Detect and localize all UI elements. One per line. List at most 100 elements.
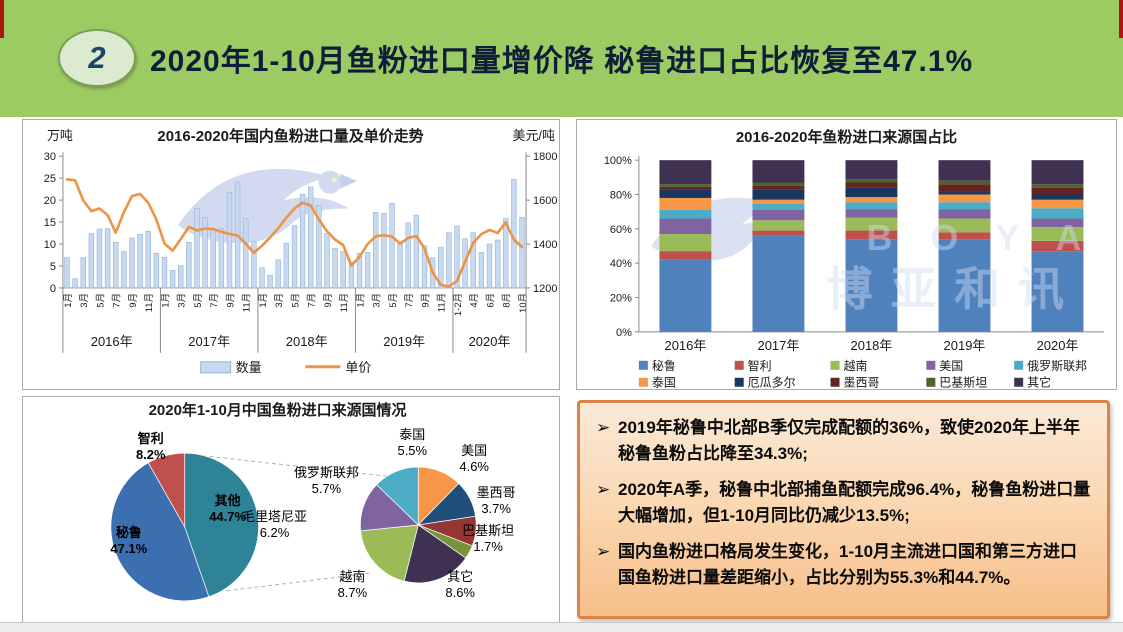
svg-text:俄罗斯联邦: 俄罗斯联邦 bbox=[294, 465, 359, 480]
bullet-arrow-icon: ➢ bbox=[596, 480, 611, 499]
svg-text:44.7%: 44.7% bbox=[209, 509, 246, 524]
chart1-quantity-bars bbox=[64, 179, 525, 289]
note-bullet-1: ➢ 2019年秘鲁中北部B季仅完成配额的36%，致使2020年上半年秘鲁鱼粉占比… bbox=[596, 415, 1093, 466]
bird-watermark bbox=[177, 168, 358, 244]
chart2-category-label: 2018年 bbox=[851, 338, 893, 353]
chart1-month-label: 11月 bbox=[339, 293, 350, 312]
chart2-legend-item: 厄瓜多尔 bbox=[734, 375, 796, 389]
note-bullet-3: ➢ 国内鱼粉进口格局发生变化，1-10月主流进口国和第三方进口国鱼粉进口量差距缩… bbox=[596, 539, 1093, 590]
note-text-2: 2020年A季，秘鲁中北部捕鱼配额完成96.4%，秘鲁鱼粉进口量大幅增加，但1-… bbox=[618, 480, 1091, 525]
chart2-ytick: 80% bbox=[610, 190, 632, 202]
note-text-3: 国内鱼粉进口格局发生变化，1-10月主流进口国和第三方进口国鱼粉进口量差距缩小，… bbox=[618, 542, 1078, 587]
svg-text:美国: 美国 bbox=[461, 443, 487, 458]
svg-text:智利: 智利 bbox=[748, 358, 772, 373]
svg-text:5.7%: 5.7% bbox=[312, 481, 342, 496]
chart2-ytick: 20% bbox=[610, 293, 632, 305]
chart1-month-label: 9月 bbox=[128, 293, 139, 308]
chart1-ytick-left: 15 bbox=[44, 217, 56, 229]
pie-slice-label: 越南8.7% bbox=[338, 569, 368, 600]
svg-text:毛里塔尼亚: 毛里塔尼亚 bbox=[242, 509, 307, 524]
chart2-category-label: 2017年 bbox=[758, 338, 800, 353]
svg-text:其它: 其它 bbox=[447, 569, 473, 584]
svg-text:巴基斯坦: 巴基斯坦 bbox=[462, 523, 514, 538]
chart1-ytick-right: 1800 bbox=[533, 151, 557, 163]
svg-text:47.1%: 47.1% bbox=[110, 541, 147, 556]
chart2-legend-item: 墨西哥 bbox=[830, 376, 880, 389]
chart1-month-label: 1-2月 bbox=[453, 293, 464, 316]
chart1-price-line bbox=[65, 178, 524, 288]
note-text-1: 2019年秘鲁中北部B季仅完成配额的36%，致使2020年上半年秘鲁鱼粉占比降至… bbox=[618, 418, 1080, 463]
chart2-legend-item: 秘鲁 bbox=[638, 359, 676, 373]
chart1-month-label: 3月 bbox=[177, 293, 188, 308]
bullet-arrow-icon: ➢ bbox=[596, 542, 611, 561]
chart1-month-label: 11月 bbox=[144, 293, 155, 312]
chart2-ytick: 40% bbox=[610, 258, 632, 270]
chart1-ytick-left: 0 bbox=[50, 283, 56, 295]
chart1-month-label: 11月 bbox=[242, 293, 253, 312]
chart1-legend-price: 单价 bbox=[345, 360, 371, 375]
svg-text:美国: 美国 bbox=[939, 359, 963, 373]
chart1-ytick-left: 25 bbox=[44, 173, 56, 185]
svg-text:俄罗斯联邦: 俄罗斯联邦 bbox=[1027, 359, 1087, 373]
chart2-legend-item: 美国 bbox=[926, 359, 963, 373]
svg-text:秘鲁: 秘鲁 bbox=[116, 525, 142, 540]
chart1-month-label: 7月 bbox=[404, 293, 415, 308]
svg-text:墨西哥: 墨西哥 bbox=[844, 376, 880, 389]
chart2-ytick: 100% bbox=[604, 155, 632, 167]
panel-analysis-notes: ➢ 2019年秘鲁中北部B季仅完成配额的36%，致使2020年上半年秘鲁鱼粉占比… bbox=[577, 400, 1110, 619]
pie-slice-label: 美国4.6% bbox=[459, 443, 489, 474]
svg-text:越南: 越南 bbox=[339, 569, 365, 584]
svg-text:B O Y A R: B O Y A R bbox=[866, 217, 1116, 258]
chart1-month-label: 11月 bbox=[437, 293, 448, 312]
chart1-month-label: 3月 bbox=[372, 293, 383, 308]
chart2-category-label: 2016年 bbox=[664, 338, 706, 353]
import-volume-price-chart: 2016-2020年国内鱼粉进口量及单价走势 万吨 美元/吨 0 5 10 15 20 25 30… bbox=[44, 127, 558, 375]
chart1-month-label: 7月 bbox=[112, 293, 123, 308]
chart1-month-label: 1月 bbox=[258, 293, 269, 308]
chart1-month-label: 10月 bbox=[518, 293, 529, 313]
note-bullet-2: ➢ 2020年A季，秘鲁中北部捕鱼配额完成96.4%，秘鲁鱼粉进口量大幅增加，但… bbox=[596, 477, 1093, 528]
chart1-month-label: 5月 bbox=[290, 293, 301, 308]
slide-title: 2020年1-10月鱼粉进口量增价降 秘鲁进口占比恢复至47.1% bbox=[150, 45, 974, 78]
slide-bottom-strip bbox=[0, 622, 1123, 632]
chart2-category-label: 2020年 bbox=[1037, 338, 1079, 353]
svg-text:泰国: 泰国 bbox=[652, 376, 676, 389]
chart1-ytick-left: 10 bbox=[44, 239, 56, 251]
svg-text:8.2%: 8.2% bbox=[136, 447, 166, 462]
slide-number: 2 bbox=[88, 40, 106, 75]
chart2-category-label: 2019年 bbox=[944, 338, 986, 353]
svg-text:秘鲁: 秘鲁 bbox=[652, 359, 676, 373]
chart1-right-axis-unit: 美元/吨 bbox=[512, 128, 555, 143]
svg-text:8.7%: 8.7% bbox=[338, 585, 368, 600]
chart1-month-label: 1月 bbox=[355, 293, 366, 308]
panel-source-country-pie-chart: 2020年1-10月中国鱼粉进口来源国情况 其他 44.7% 秘鲁 47.1% 智利 8.2… bbox=[22, 396, 560, 623]
svg-text:墨西哥: 墨西哥 bbox=[477, 485, 516, 500]
pie-slice-label: 其它8.6% bbox=[445, 569, 475, 600]
chart1-month-label: 3月 bbox=[274, 293, 285, 308]
chart1-ytick-right: 1600 bbox=[533, 195, 557, 207]
chart1-month-label: 4月 bbox=[469, 293, 480, 308]
chart1-month-label: 8月 bbox=[502, 293, 513, 308]
corner-accent-right bbox=[1119, 0, 1123, 38]
chart1-month-label: 7月 bbox=[209, 293, 220, 308]
svg-text:其它: 其它 bbox=[1027, 375, 1051, 389]
chart2-ytick: 0% bbox=[616, 327, 632, 339]
chart1-year-label: 2020年 bbox=[469, 334, 511, 349]
source-country-share-chart: 2016-2020年鱼粉进口来源国占比 0% 20% 40% 60% 80% 100% 201… bbox=[604, 128, 1116, 389]
svg-text:厄瓜多尔: 厄瓜多尔 bbox=[748, 375, 796, 389]
pie-series-lines bbox=[188, 453, 395, 592]
secondary-pie bbox=[360, 466, 477, 584]
slide-number-badge: 2 bbox=[58, 29, 136, 87]
svg-text:越南: 越南 bbox=[844, 358, 868, 373]
chart1-ytick-right: 1200 bbox=[533, 283, 557, 295]
chart1-year-label: 2018年 bbox=[286, 334, 328, 349]
chart1-ytick-left: 5 bbox=[50, 261, 56, 273]
